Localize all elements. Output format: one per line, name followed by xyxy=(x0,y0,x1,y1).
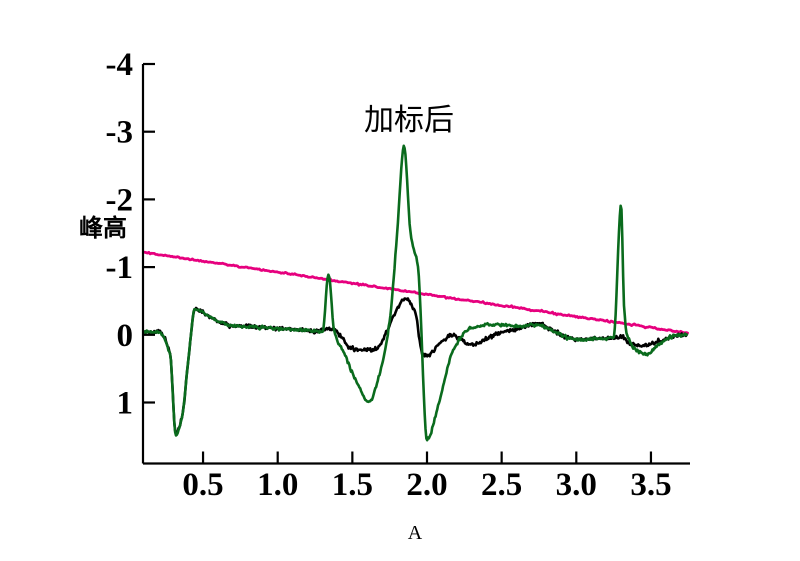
svg-text:2.0: 2.0 xyxy=(406,467,447,503)
svg-text:0: 0 xyxy=(117,318,134,354)
svg-text:-3: -3 xyxy=(106,115,134,151)
svg-text:加标后: 加标后 xyxy=(364,104,454,137)
svg-text:-2: -2 xyxy=(106,182,134,218)
svg-text:3.5: 3.5 xyxy=(630,467,671,503)
svg-text:1.5: 1.5 xyxy=(332,467,373,503)
svg-text:-1: -1 xyxy=(106,250,134,286)
svg-text:峰高: 峰高 xyxy=(79,214,127,242)
svg-text:-4: -4 xyxy=(106,47,134,83)
svg-text:3.0: 3.0 xyxy=(556,467,597,503)
svg-text:0.5: 0.5 xyxy=(182,467,223,503)
svg-text:2.5: 2.5 xyxy=(481,467,522,503)
svg-text:A: A xyxy=(408,522,423,544)
svg-text:1.0: 1.0 xyxy=(257,467,298,503)
svg-text:1: 1 xyxy=(117,386,134,422)
